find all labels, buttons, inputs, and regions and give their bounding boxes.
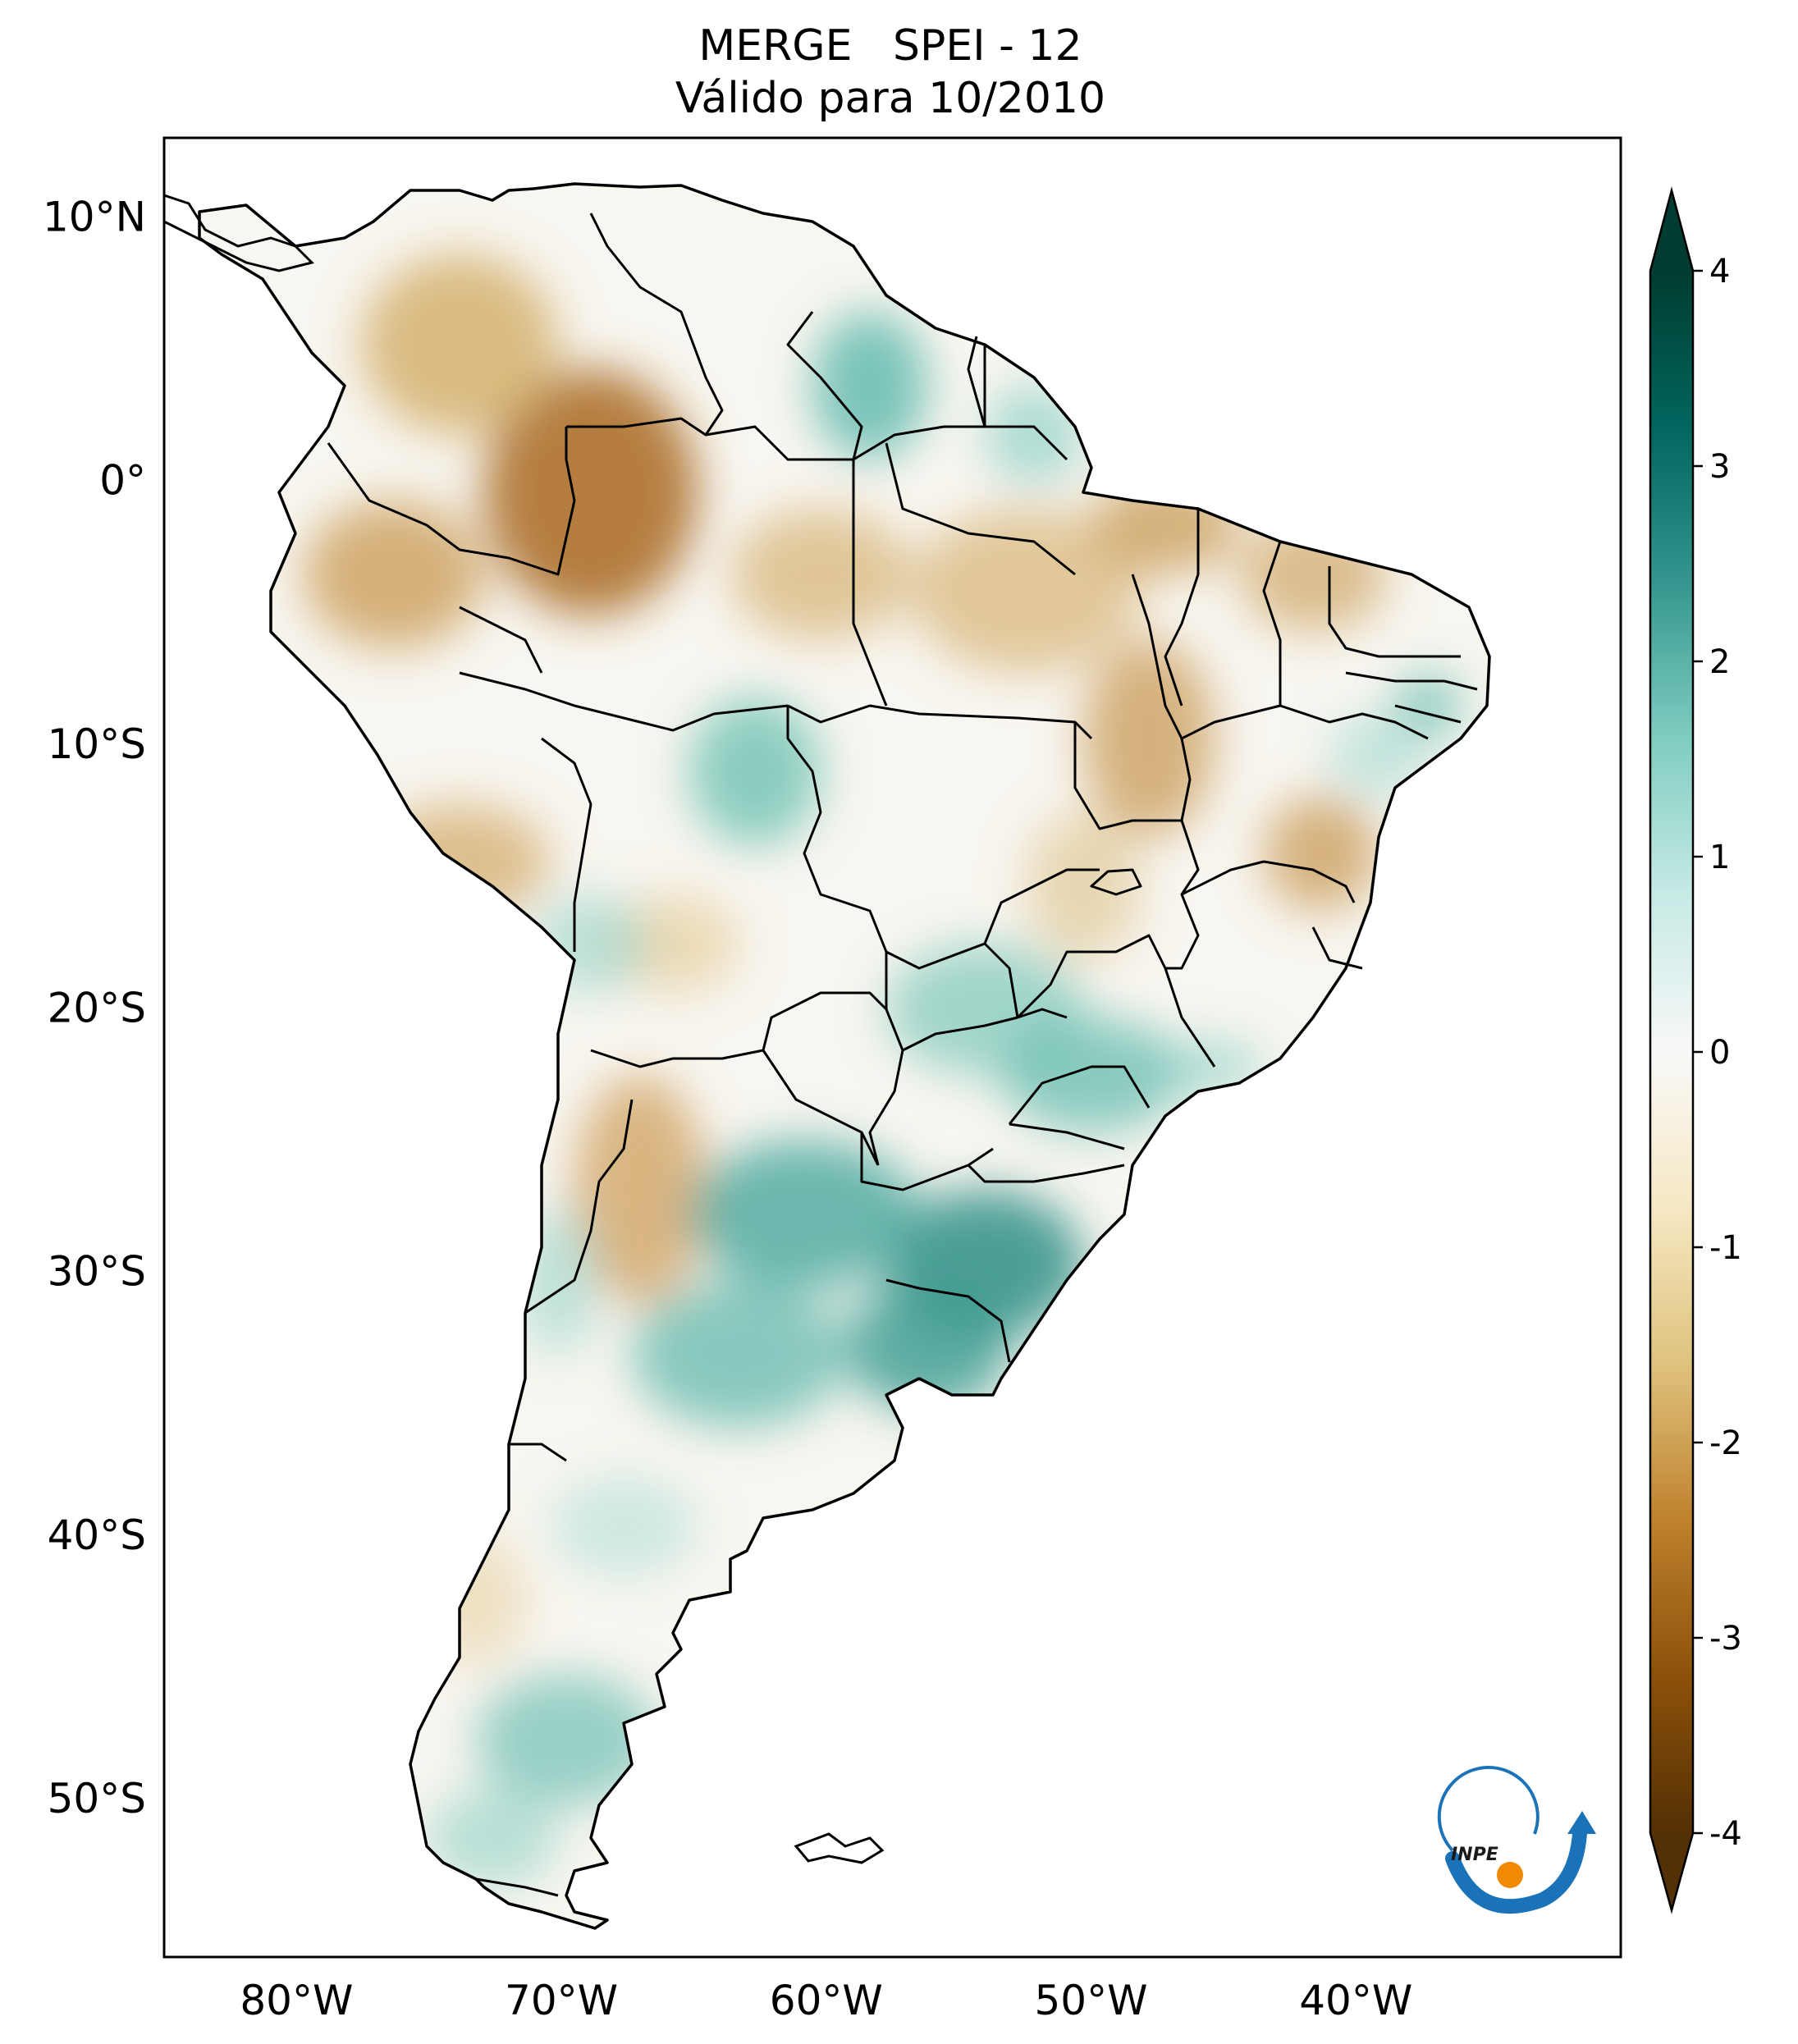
border-pe-al — [1394, 704, 1462, 724]
chart-title-line1: MERGE SPEI - 12 — [698, 21, 1082, 71]
border-pb-pe — [1345, 671, 1478, 691]
colorbar-extend-bottom — [1650, 1833, 1693, 1910]
border-ce-rn-pb — [1328, 566, 1461, 658]
coastline — [198, 182, 1491, 1930]
colorbar-tick-label: 4 — [1709, 253, 1730, 290]
border-paraguay-north — [762, 991, 888, 1051]
lat-tick-label: 50°S — [48, 1775, 146, 1822]
logo-text: INPE — [1451, 1845, 1498, 1865]
border-uruguay — [885, 1278, 1011, 1363]
lon-tick-label: 40°W — [1299, 1977, 1412, 2024]
logo-dot-icon — [1497, 1862, 1523, 1888]
border-pi-ce — [1262, 541, 1282, 706]
inpe-logo: INPE — [1437, 1765, 1596, 1914]
border-ma-pi — [1164, 509, 1200, 706]
colorbar-tick-label: -2 — [1709, 1424, 1742, 1462]
border-bahia-west — [1165, 820, 1200, 970]
border-tocantins — [1073, 574, 1192, 830]
border-pr-sc — [1009, 1123, 1125, 1150]
logo-arc-thin-icon — [1437, 1765, 1540, 1852]
border-go — [983, 868, 1100, 1018]
border-bahia-mg — [1181, 860, 1356, 903]
border-colombia-south — [327, 427, 576, 576]
border-french-guiana — [985, 425, 1068, 461]
border-ms-sp — [902, 1008, 1068, 1052]
federal-district — [1090, 868, 1142, 896]
lat-tick-label: 40°S — [48, 1511, 146, 1559]
border-sp-pr — [1008, 1065, 1151, 1125]
border-suriname — [853, 336, 986, 461]
logo-arrow-icon — [1567, 1811, 1596, 1834]
colorbar-tick-label: 0 — [1709, 1034, 1730, 1072]
border-argentina-bolivia — [590, 1049, 880, 1166]
border-tierra-del-fuego — [475, 1877, 559, 1897]
colorbar: 4 3 2 1 0 -1 -2 -3 -4 — [1649, 186, 1742, 1914]
border-bahia-north — [1181, 704, 1429, 740]
border-para-amazonas — [852, 460, 888, 706]
colorbar-tick-label: -4 — [1709, 1815, 1742, 1853]
border-chile-argentina-mid — [509, 1443, 567, 1462]
colorbar-tick-label: -1 — [1709, 1229, 1742, 1267]
lat-tick-label: 30°S — [48, 1248, 146, 1296]
logo-arc-thick-icon — [1445, 1827, 1587, 1914]
latitude-labels: 10°N 0° 10°S 20°S 30°S 40°S 50°S — [43, 193, 146, 1822]
border-para-north — [885, 442, 1076, 576]
political-borders — [327, 213, 1478, 1897]
lat-tick-label: 10°S — [48, 720, 146, 768]
longitude-labels: 80°W 70°W 60°W 50°W 40°W — [240, 1977, 1412, 2024]
colorbar-tick-label: 1 — [1709, 839, 1730, 876]
border-mg-sp — [1016, 934, 1216, 1068]
colorbar-tick-label: -3 — [1709, 1620, 1742, 1658]
central-america-coast — [163, 194, 314, 272]
border-paraguay-south — [860, 1132, 994, 1191]
colorbar-ticks: 4 3 2 1 0 -1 -2 -3 -4 — [1693, 253, 1742, 1853]
border-amazonas-acre — [459, 671, 789, 732]
border-venezuela — [566, 213, 724, 437]
chart-title-line2: Válido para 10/2010 — [675, 74, 1106, 123]
border-bolivia-brazil — [786, 706, 888, 953]
lon-tick-label: 80°W — [240, 1977, 353, 2024]
border-sc-rs — [967, 1164, 1125, 1183]
border-es — [1311, 926, 1363, 970]
colorbar-extend-top — [1650, 190, 1693, 271]
lat-tick-label: 10°N — [43, 193, 146, 240]
border-ms — [868, 952, 904, 1166]
colorbar-tick-label: 3 — [1709, 448, 1730, 486]
colorbar-tick-label: 2 — [1709, 643, 1730, 681]
border-mt-ms — [885, 942, 986, 970]
border-guyana — [705, 311, 863, 461]
lon-tick-label: 50°W — [1035, 1977, 1148, 2024]
lon-tick-label: 60°W — [770, 1977, 883, 2024]
lat-tick-label: 20°S — [48, 984, 146, 1031]
border-andes — [524, 1099, 634, 1315]
border-peru-bolivia — [541, 737, 592, 952]
border-ecuador-peru — [459, 606, 543, 674]
lon-tick-label: 70°W — [505, 1977, 618, 2024]
colorbar-gradient — [1650, 271, 1693, 1833]
lat-tick-label: 0° — [99, 457, 146, 505]
falkland-islands — [794, 1832, 885, 1864]
